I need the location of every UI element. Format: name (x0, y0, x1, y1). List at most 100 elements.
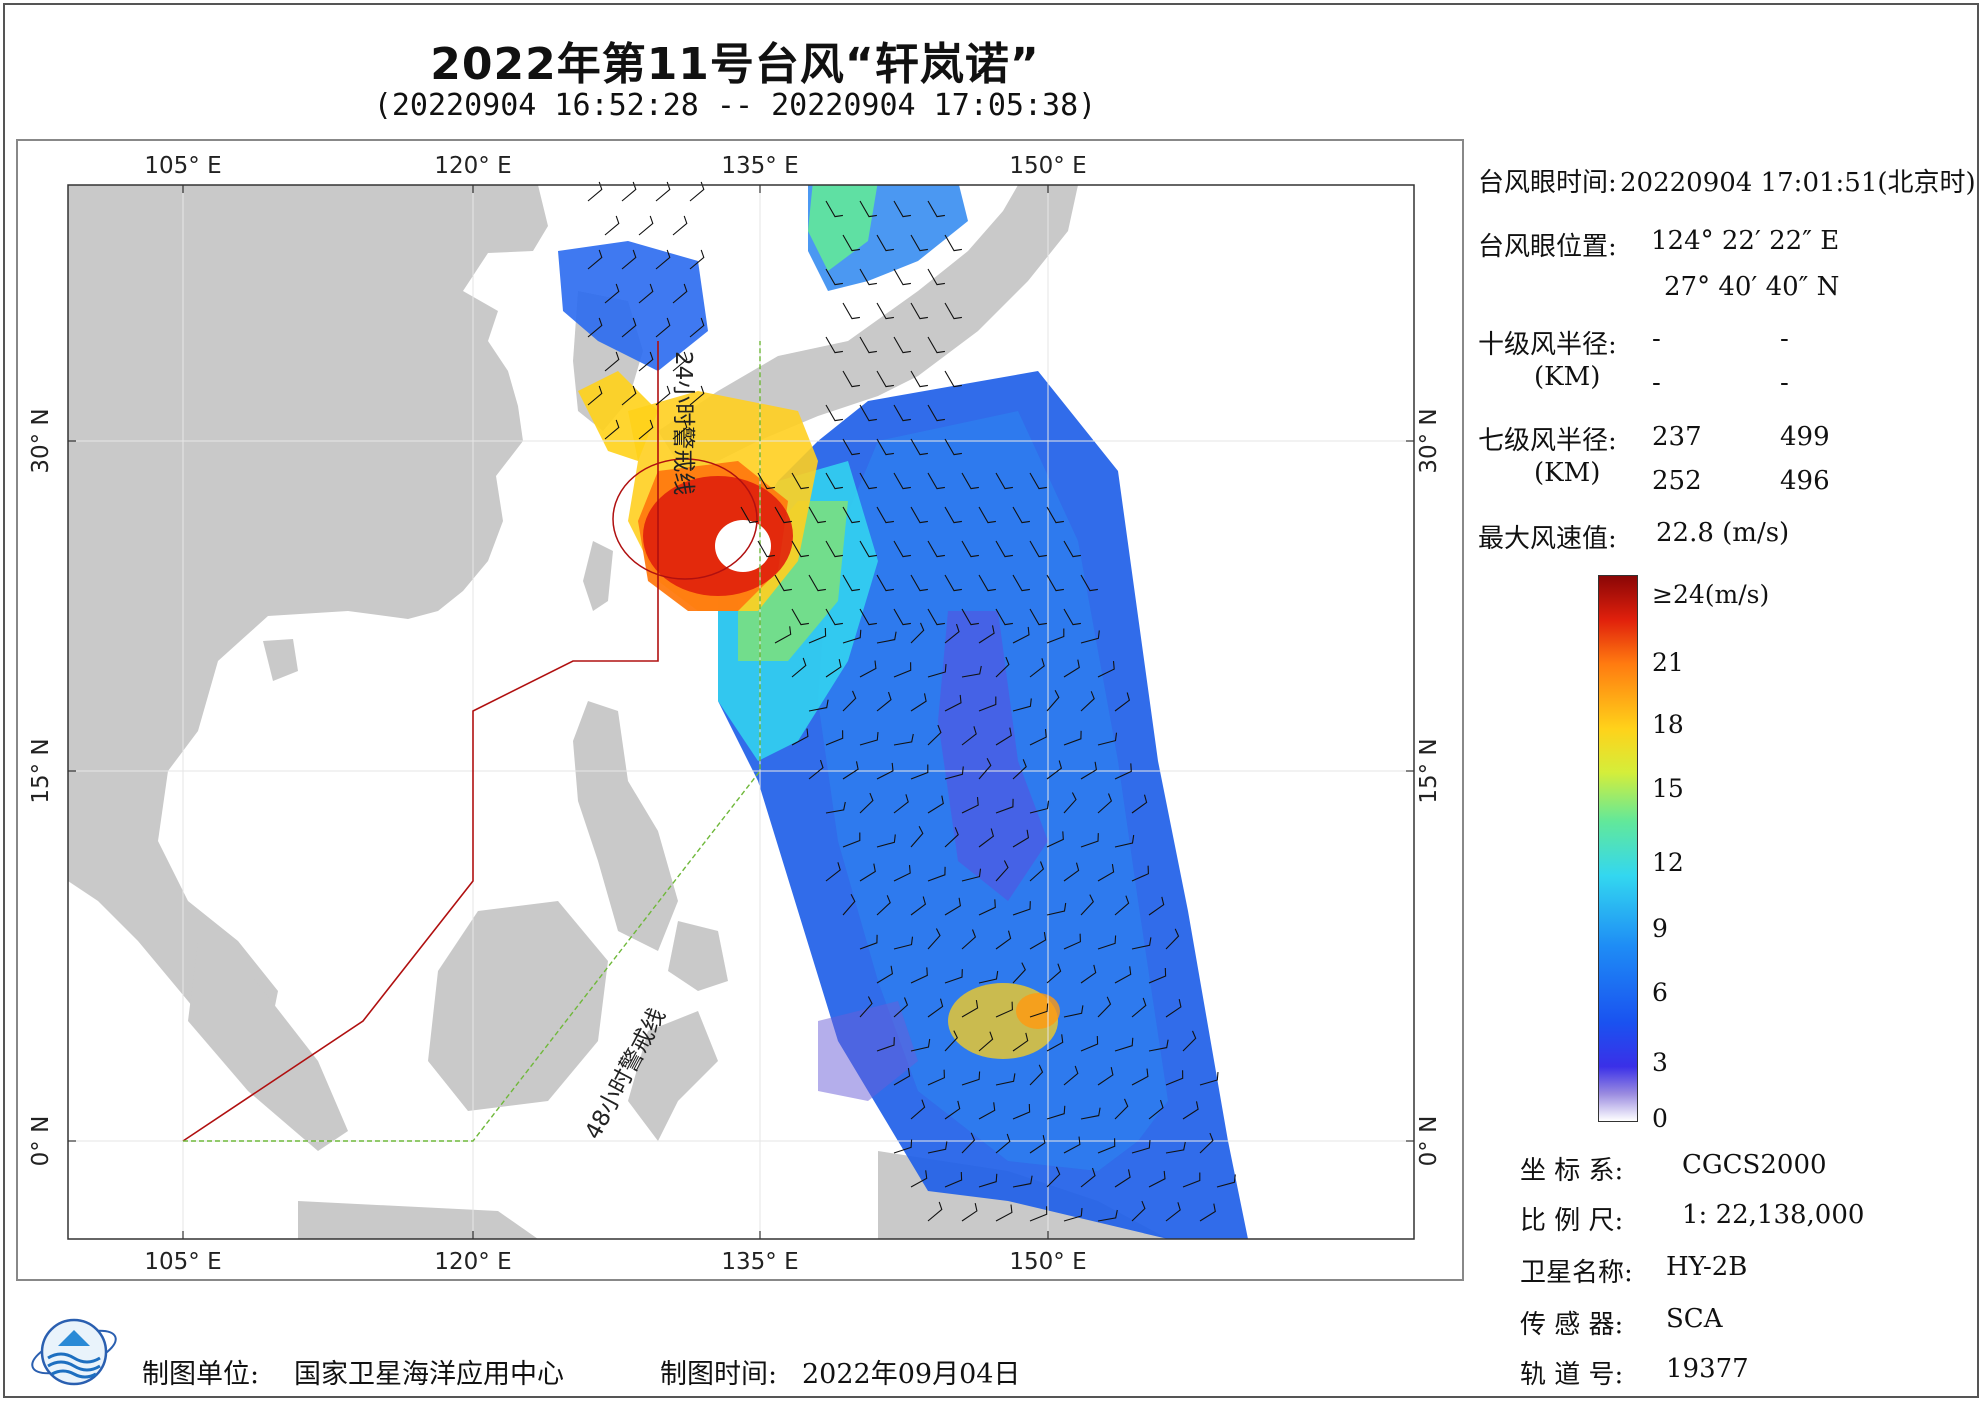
wind-barb (1080, 630, 1100, 644)
wind-barb (1046, 1105, 1066, 1120)
wind-barb (1131, 1140, 1151, 1154)
wind-barb (808, 699, 829, 712)
wind-barb (1029, 729, 1047, 746)
wind-barb (876, 631, 897, 644)
wind-field-map[interactable]: 24小时警戒线 48小时警戒线 105° E 120° E 135° E 150… (18, 141, 1466, 1283)
wind-barb (1046, 1166, 1061, 1188)
wind-barb (910, 1038, 931, 1052)
wind-barbs (587, 181, 1236, 1222)
wind-barb (1029, 658, 1045, 678)
wind-barb (1063, 1065, 1079, 1086)
wind-barb (1131, 997, 1147, 1018)
wind-barb (1114, 1098, 1129, 1120)
wind-barb (825, 730, 844, 746)
wind-barb (995, 1204, 1013, 1222)
wind-barb (893, 865, 911, 882)
wind-barb (995, 540, 1013, 558)
wind-barb (825, 608, 843, 626)
wind-barb (910, 693, 927, 712)
wind-barb (944, 1171, 963, 1188)
wind-barb (961, 540, 979, 558)
wind-barb (1114, 834, 1135, 848)
lat-label-left-15: 15° N (28, 738, 54, 803)
wind-barb (893, 662, 912, 678)
orbit-label: 轨 道 号: (1520, 1360, 1624, 1390)
wind-barb (927, 404, 945, 422)
wind-barb (1148, 1170, 1166, 1188)
wind-barb (859, 404, 877, 422)
wind-barb (1097, 732, 1118, 746)
wind-barb (1165, 998, 1182, 1018)
wind-barb (672, 419, 688, 440)
wind-barb (944, 766, 964, 780)
wind-barb (859, 540, 877, 558)
wind-barb (1131, 865, 1149, 882)
wind-barb (927, 608, 945, 626)
map-panel[interactable]: 24小时警戒线 48小时警戒线 105° E 120° E 135° E 150… (16, 139, 1464, 1281)
wind-barb (859, 996, 873, 1018)
sensor-label: 传 感 器: (1520, 1310, 1624, 1340)
r7-unit: (KM) (1534, 458, 1601, 488)
wind-barb (842, 574, 860, 592)
wind-barb (859, 792, 874, 814)
wind-barb (944, 506, 962, 524)
wind-barb (927, 268, 945, 286)
wind-barb (978, 970, 999, 984)
r7-value-ne: 237 (1652, 422, 1702, 452)
wind-barb (893, 540, 911, 558)
wind-barb (842, 629, 862, 644)
lon-label-top-150: 150° E (1009, 153, 1086, 179)
lat-label-right-30: 30° N (1416, 408, 1442, 473)
wind-barb (944, 1100, 961, 1120)
wind-barb (893, 268, 911, 286)
warning-line-24h (182, 341, 659, 1142)
wind-barb (1097, 864, 1115, 882)
wind-barb (1046, 902, 1067, 916)
wind-barb (1148, 896, 1165, 916)
wind-barb (638, 215, 654, 236)
wind-barb (944, 1030, 958, 1052)
wind-barb (1012, 574, 1030, 592)
wind-barb (893, 1068, 911, 1086)
wind-barb (1182, 1101, 1199, 1120)
wind-barb (927, 336, 945, 354)
wind-barb (995, 1073, 1016, 1086)
wind-barb (1029, 1206, 1048, 1222)
wind-barb (876, 370, 894, 388)
page-subtitle: (20220904 16:52:28 -- 20220904 17:05:38) (373, 88, 1097, 123)
wind-barb (1029, 472, 1047, 490)
wind-barb (910, 302, 928, 320)
outer-frame (3, 3, 1979, 1398)
colorbar-label-9: 9 (1652, 914, 1668, 943)
wind-barb (1063, 608, 1081, 626)
wind-barb (1063, 540, 1081, 558)
wind-barb (655, 249, 671, 270)
wind-barb (1097, 1209, 1118, 1222)
wind-barb (1080, 574, 1098, 592)
wind-barb (910, 506, 928, 524)
wind-barb (757, 540, 775, 558)
tick-marks (68, 185, 1414, 1239)
wind-barb (842, 761, 859, 780)
wind-barb (893, 336, 911, 354)
wind-barb (927, 664, 947, 678)
wind-barb (995, 1133, 1011, 1154)
r7-value-sw: 252 (1652, 466, 1702, 496)
wind-barb (842, 832, 861, 848)
wind-barb (842, 302, 860, 320)
wind-speed-colorbar (1598, 575, 1638, 1122)
colorbar-label-6: 6 (1652, 978, 1668, 1007)
wind-barb (1080, 1035, 1099, 1052)
colorbar-label-21: 21 (1652, 648, 1684, 677)
wind-barb (1012, 626, 1030, 644)
wind-barb (1012, 962, 1026, 984)
colorbar-label-18: 18 (1652, 710, 1684, 739)
wind-barb (859, 336, 877, 354)
wind-barb (1046, 760, 1063, 780)
wind-barb (1148, 1099, 1164, 1120)
wind-barb (655, 317, 671, 338)
wind-barb (1080, 691, 1095, 712)
wind-barb (1097, 793, 1113, 814)
r10-label: 十级风半径: (1478, 330, 1617, 360)
wind-barb (1199, 1072, 1219, 1086)
